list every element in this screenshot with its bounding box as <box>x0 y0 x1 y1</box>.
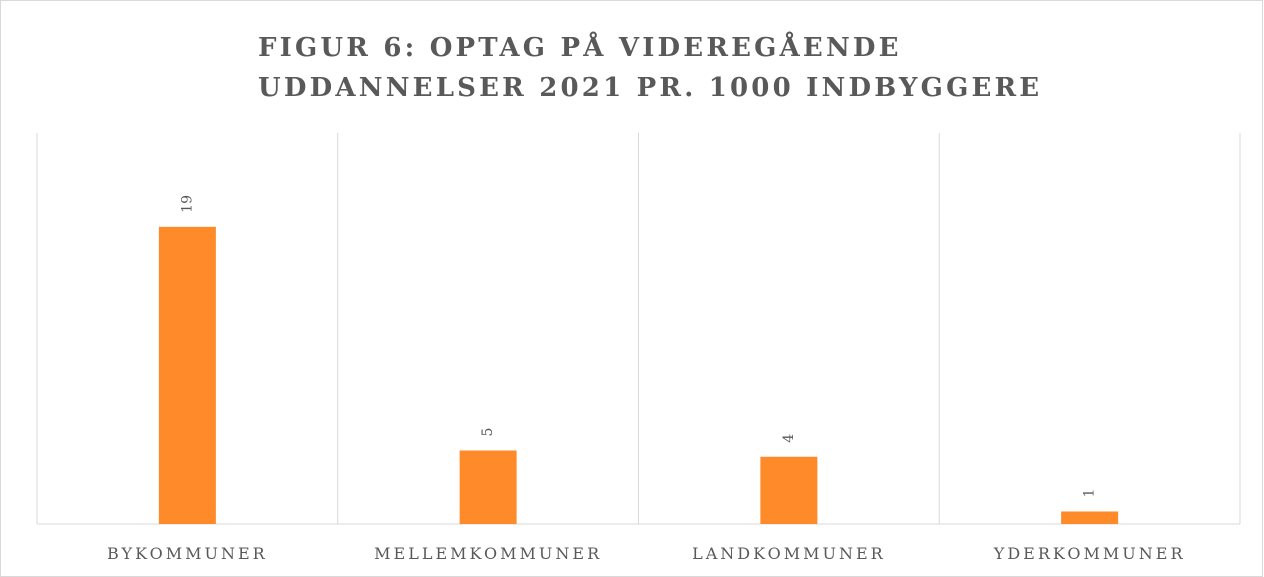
x-tick-label: BYKOMMUNER <box>107 544 268 563</box>
x-tick-label: MELLEMKOMMUNER <box>374 544 602 563</box>
bar <box>760 456 818 524</box>
bar <box>1061 511 1119 524</box>
data-label: 19 <box>179 195 195 213</box>
bar <box>158 226 216 524</box>
data-label: 4 <box>781 434 797 443</box>
x-tick-label: LANDKOMMUNER <box>692 544 886 563</box>
bar <box>459 450 517 524</box>
chart-title: FIGUR 6: OPTAG PÅ VIDEREGÅENDE <box>258 32 902 63</box>
chart-title: UDDANNELSER 2021 PR. 1000 INDBYGGERE <box>258 73 1042 103</box>
x-tick-label: YDERKOMMUNER <box>993 544 1186 563</box>
data-label: 1 <box>1082 489 1098 498</box>
data-label: 5 <box>480 428 496 437</box>
